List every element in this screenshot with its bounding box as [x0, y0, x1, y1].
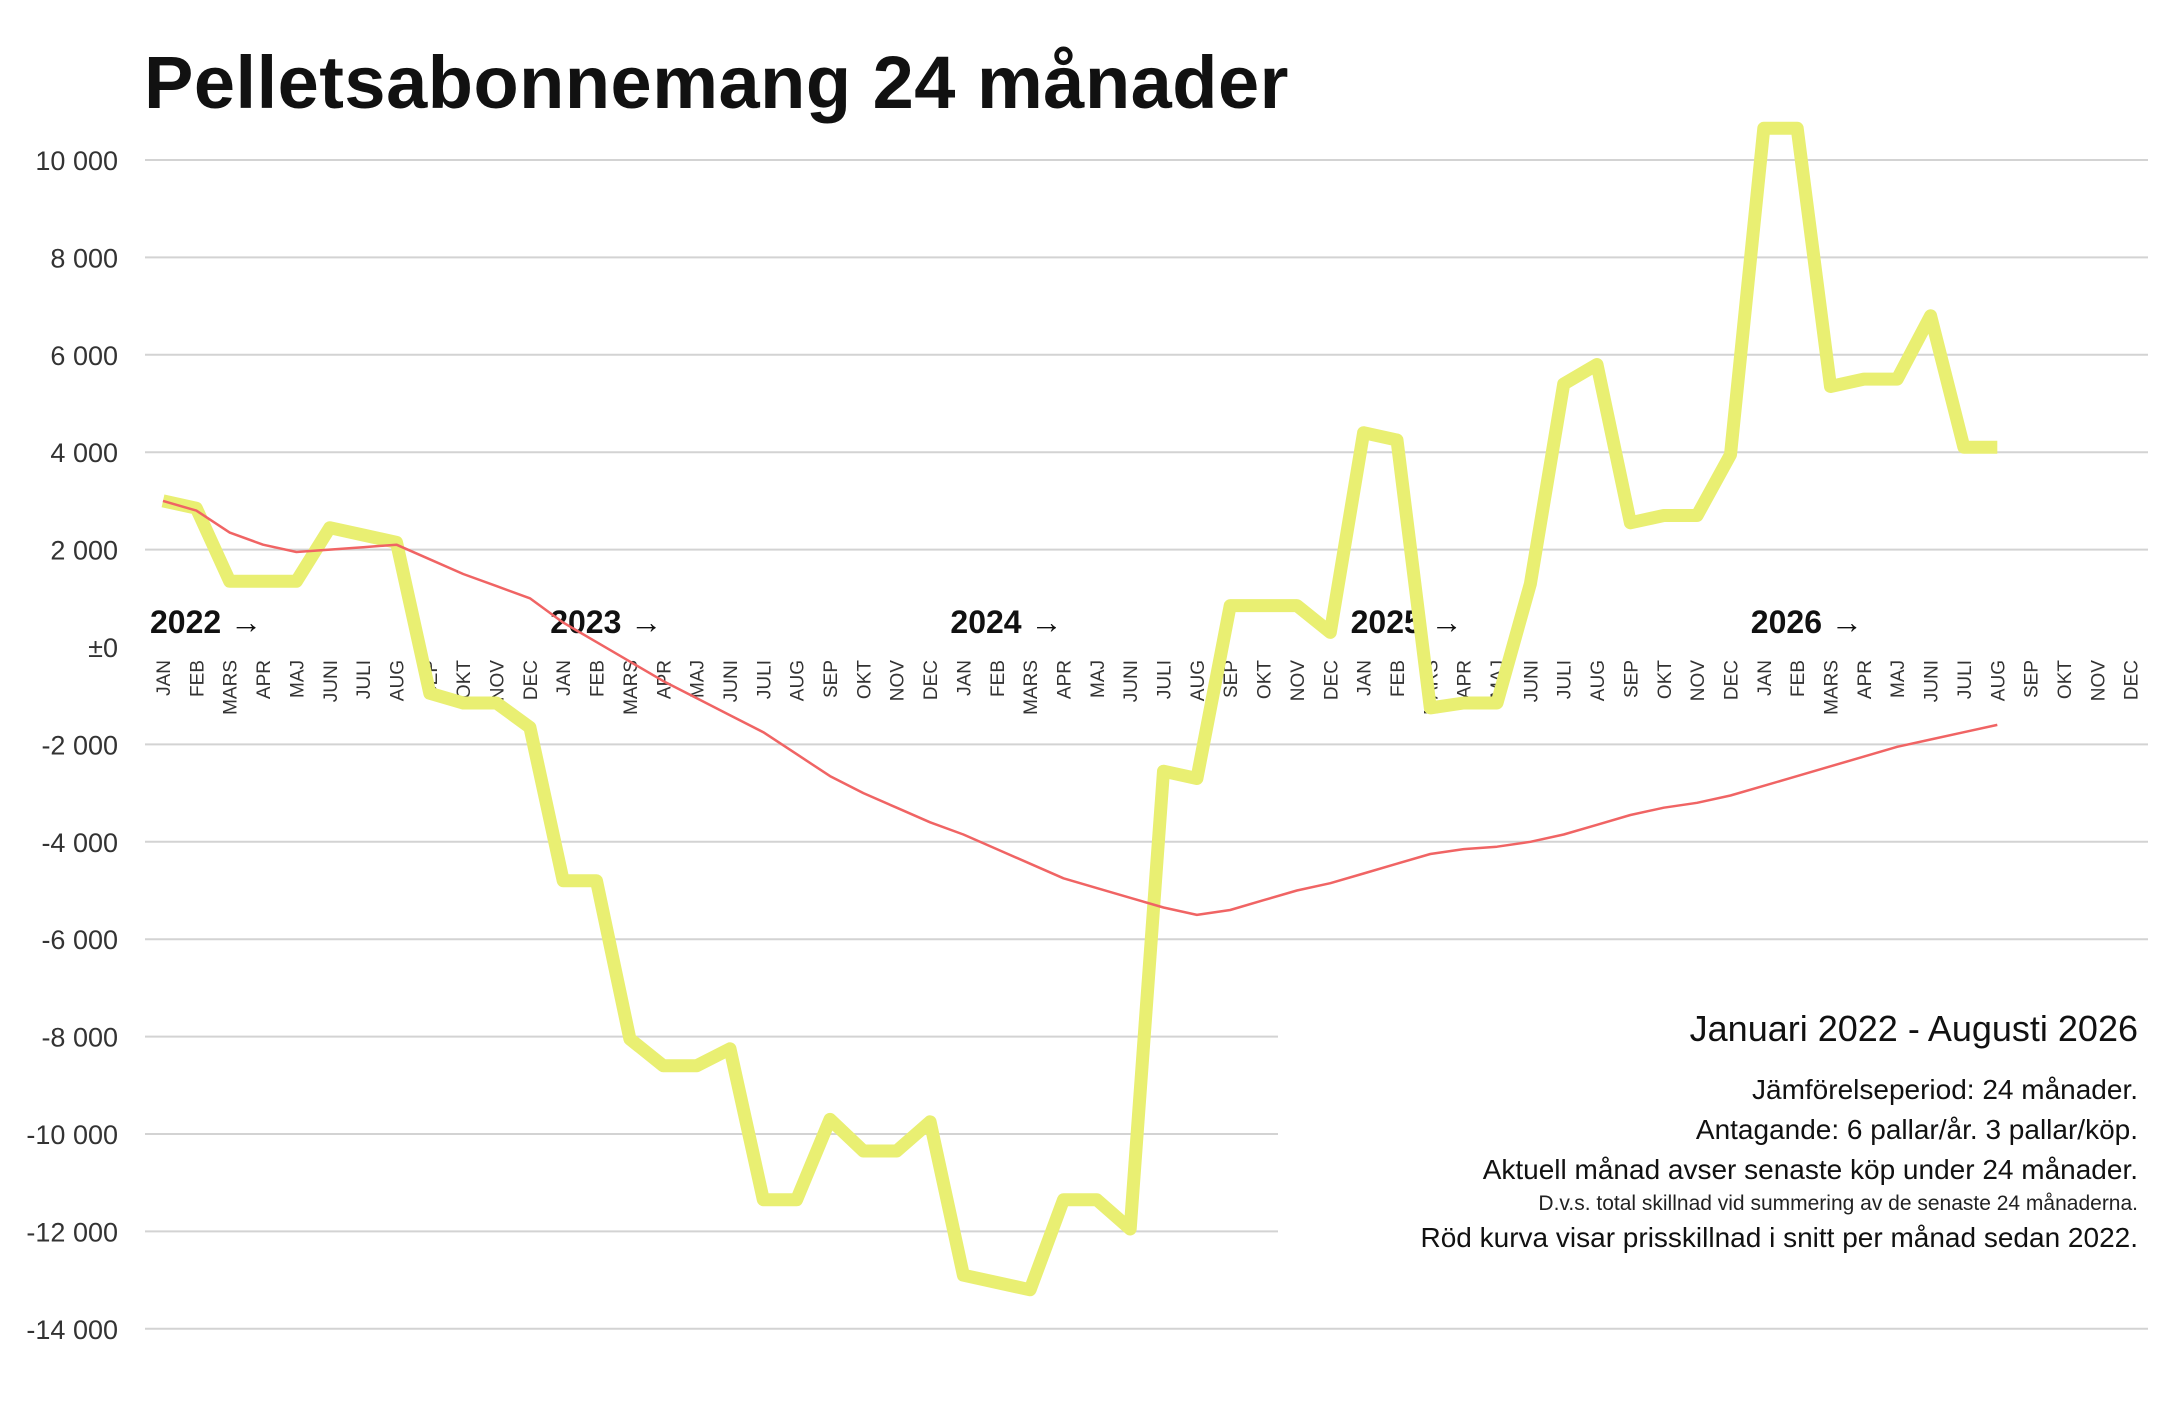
x-tick-label: SEP	[1221, 660, 1242, 698]
x-tick-label: MAJ	[1088, 660, 1109, 698]
y-tick-label: -6 000	[41, 925, 118, 955]
x-tick-label: NOV	[488, 660, 509, 702]
x-tick-label: JAN	[154, 660, 175, 696]
x-tick-label: JULI	[354, 660, 375, 699]
x-tick-label: APR	[1054, 660, 1075, 699]
x-tick-label: JAN	[1755, 660, 1776, 696]
x-tick-label: JULI	[754, 660, 775, 699]
x-tick-label: MARS	[221, 660, 242, 715]
x-tick-label: FEB	[988, 660, 1009, 697]
notes-block: Januari 2022 - Augusti 2026 Jämförelsepe…	[1421, 1008, 2138, 1258]
x-tick-label: MAJ	[287, 660, 308, 698]
y-tick-label: -10 000	[26, 1120, 118, 1150]
x-tick-label: OKT	[854, 660, 875, 699]
x-tick-label: FEB	[1788, 660, 1809, 697]
note-assumption: Antagande: 6 pallar/år. 3 pallar/köp.	[1695, 1114, 2138, 1145]
x-tick-label: AUG	[387, 660, 408, 701]
year-label: 2023 →	[550, 604, 662, 640]
x-tick-label: MARS	[1822, 660, 1843, 715]
x-tick-label: MAJ	[688, 660, 709, 698]
x-tick-label: DEC	[1721, 660, 1742, 700]
x-tick-label: JULI	[1555, 660, 1576, 699]
x-tick-label: DEC	[1321, 660, 1342, 700]
x-tick-label: FEB	[588, 660, 609, 697]
x-tick-label: AUG	[1588, 660, 1609, 701]
x-tick-label: JAN	[554, 660, 575, 696]
x-tick-label: AUG	[788, 660, 809, 701]
x-tick-label: OKT	[2055, 660, 2076, 699]
x-tick-label: FEB	[1388, 660, 1409, 697]
note-current-month: Aktuell månad avser senaste köp under 24…	[1482, 1154, 2138, 1185]
x-tick-label: JULI	[1955, 660, 1976, 699]
series-line-average	[162, 499, 1998, 917]
year-label: 2022 →	[150, 604, 262, 640]
note-period: Januari 2022 - Augusti 2026	[1689, 1008, 2138, 1049]
x-tick-label: NOV	[888, 660, 909, 702]
x-tick-label: JAN	[954, 660, 975, 696]
x-tick-label: DEC	[921, 660, 942, 700]
x-tick-label: AUG	[1188, 660, 1209, 701]
y-tick-label: 2 000	[50, 536, 118, 566]
x-tick-label: MARS	[621, 660, 642, 715]
y-tick-label: -12 000	[26, 1217, 118, 1247]
x-tick-label: JAN	[1355, 660, 1376, 696]
x-tick-label: SEP	[2022, 660, 2043, 698]
x-tick-label: APR	[654, 660, 675, 699]
y-tick-label: 4 000	[50, 438, 118, 468]
x-tick-label: JUNI	[321, 660, 342, 702]
y-tick-label: -8 000	[41, 1023, 118, 1053]
x-tick-label: NOV	[1688, 660, 1709, 702]
x-tick-label: OKT	[454, 660, 475, 699]
x-tick-label: AUG	[1988, 660, 2009, 701]
y-tick-label: -2 000	[41, 730, 118, 760]
series-line-monthly	[161, 121, 1998, 1297]
x-tick-label: APR	[1855, 660, 1876, 699]
y-tick-label: 8 000	[50, 243, 118, 273]
chart-title: Pelletsabonnemang 24 månader	[144, 41, 1289, 124]
x-tick-label: NOV	[2088, 660, 2109, 702]
note-summation: D.v.s. total skillnad vid summering av d…	[1538, 1192, 2138, 1215]
y-tick-label: 10 000	[35, 146, 118, 176]
x-tick-label: SEP	[821, 660, 842, 698]
year-label: 2025 →	[1351, 604, 1463, 640]
x-tick-label: DEC	[2122, 660, 2143, 700]
x-tick-label: APR	[254, 660, 275, 699]
x-tick-label: JUNI	[721, 660, 742, 702]
x-tick-label: JUNI	[1922, 660, 1943, 702]
x-tick-label: MARS	[1021, 660, 1042, 715]
year-label: 2026 →	[1751, 604, 1863, 640]
x-tick-label: JULI	[1155, 660, 1176, 699]
x-tick-label: JUNI	[1121, 660, 1142, 702]
y-tick-label: 6 000	[50, 341, 118, 371]
year-label: 2024 →	[950, 604, 1062, 640]
x-tick-label: SEP	[1621, 660, 1642, 698]
x-tick-label: NOV	[1288, 660, 1309, 702]
x-tick-label: OKT	[1255, 660, 1276, 699]
y-tick-label: -14 000	[26, 1315, 118, 1345]
x-tick-label: JUNI	[1521, 660, 1542, 702]
note-red-curve: Röd kurva visar prisskillnad i snitt per…	[1420, 1222, 2138, 1253]
note-comparison-period: Jämförelseperiod: 24 månader.	[1752, 1074, 2138, 1105]
y-tick-label: ±0	[88, 633, 118, 663]
x-tick-label: OKT	[1655, 660, 1676, 699]
x-tick-label: MAJ	[1888, 660, 1909, 698]
y-tick-label: -4 000	[41, 828, 118, 858]
x-tick-label: APR	[1455, 660, 1476, 699]
x-tick-label: FEB	[187, 660, 208, 697]
x-tick-label: DEC	[521, 660, 542, 700]
